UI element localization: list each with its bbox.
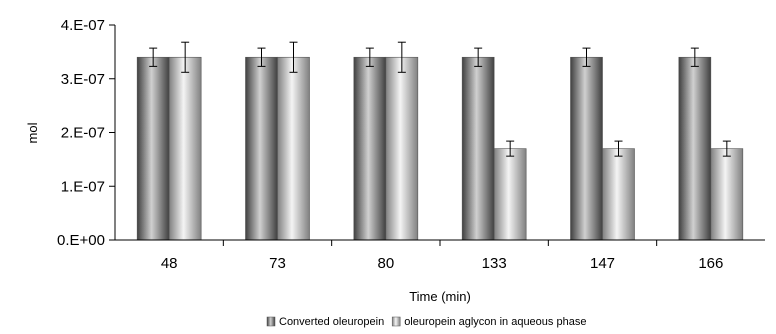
error-bar-converted-48 (149, 47, 158, 67)
bar-aglycon-133 (493, 148, 527, 241)
y-axis-title: mol (25, 122, 40, 143)
legend-label: Converted oleuropein (279, 316, 384, 328)
y-tick-label: 4.E-07 (61, 17, 105, 34)
bar-converted-73 (245, 56, 278, 241)
legend-swatch (266, 316, 276, 327)
y-tick-label: 3.E-07 (61, 71, 105, 88)
bar-converted-133 (461, 56, 495, 241)
legend-item-converted: Converted oleuropein (266, 316, 384, 328)
bar-aglycon-73 (277, 56, 310, 241)
y-tick-label: 0.E+00 (57, 232, 105, 249)
plot-area (136, 41, 744, 241)
axes: 48 73 80 133 147 166 0.E+00 1.E-07 2.E-07 3.E-07 4… (57, 17, 765, 272)
legend-swatch (391, 316, 401, 327)
error-bar-aglycon-147 (614, 140, 623, 157)
legend: Converted oleuropein oleuropein aglycon i… (266, 316, 586, 328)
y-tick-label: 1.E-07 (61, 178, 105, 195)
x-tick-label-48: 48 (161, 255, 178, 272)
x-tick-label-73: 73 (269, 255, 286, 272)
error-bar-aglycon-166 (722, 140, 731, 157)
error-bar-aglycon-80 (397, 41, 406, 73)
error-bar-converted-166 (690, 47, 699, 67)
x-tick-label-133: 133 (482, 255, 507, 272)
x-tick-label-166: 166 (698, 255, 723, 272)
y-tick-label: 2.E-07 (61, 125, 105, 142)
bar-aglycon-48 (168, 56, 202, 241)
error-bar-converted-147 (582, 47, 591, 67)
x-tick-label-147: 147 (590, 255, 615, 272)
legend-label: oleuropein aglycon in aqueous phase (404, 316, 586, 328)
bar-converted-48 (136, 56, 170, 241)
error-bar-aglycon-133 (506, 140, 515, 157)
x-tick-label-80: 80 (377, 255, 394, 272)
error-bar-aglycon-73 (289, 41, 298, 73)
error-bar-converted-133 (474, 47, 483, 67)
bar-aglycon-166 (710, 148, 744, 241)
bar-converted-80 (353, 56, 387, 241)
error-bar-aglycon-48 (181, 41, 190, 73)
legend-item-aglycon: oleuropein aglycon in aqueous phase (391, 316, 586, 328)
error-bar-converted-80 (365, 47, 374, 67)
bar-converted-147 (570, 56, 603, 241)
x-axis-title: Time (min) (409, 289, 471, 304)
bar-aglycon-147 (602, 148, 635, 241)
bar-converted-166 (678, 56, 712, 241)
error-bar-converted-73 (257, 47, 266, 67)
bar-aglycon-80 (385, 56, 419, 241)
